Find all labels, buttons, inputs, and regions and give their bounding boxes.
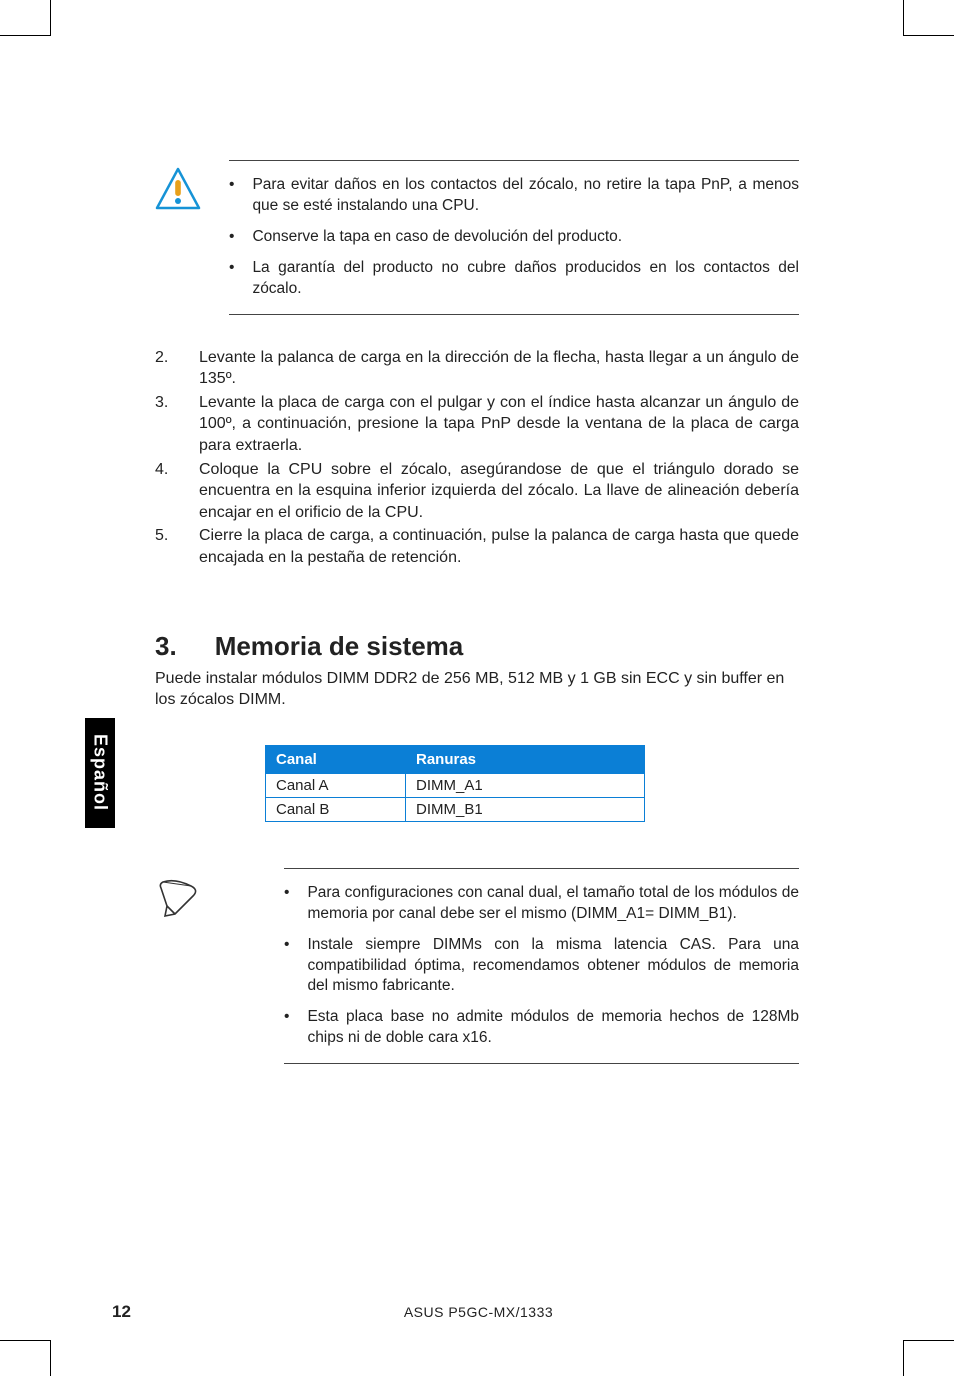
table-row: Canal B DIMM_B1 [266, 797, 645, 821]
step-item: 2.Levante la palanca de carga en la dire… [155, 347, 799, 390]
crop-mark [50, 1340, 51, 1376]
note-icon [155, 874, 201, 920]
step-item: 5.Cierre la placa de carga, a continuaci… [155, 525, 799, 568]
caution-list: •Para evitar daños en los contactos del … [229, 175, 799, 300]
crop-mark [904, 35, 954, 36]
dimm-table: Canal Ranuras Canal A DIMM_A1 Canal B DI… [265, 745, 645, 822]
caution-callout: •Para evitar daños en los contactos del … [155, 160, 799, 315]
language-tab: Español [85, 718, 115, 828]
step-item: 3.Levante la placa de carga con el pulga… [155, 392, 799, 457]
page-number: 12 [112, 1302, 158, 1322]
table-cell: Canal B [266, 797, 406, 821]
table-cell: DIMM_B1 [406, 797, 645, 821]
section-title: Memoria de sistema [215, 631, 464, 662]
page: Español •Para evitar daños en los contac… [0, 0, 954, 1376]
caution-item: •La garantía del producto no cubre daños… [229, 258, 799, 300]
table-cell: DIMM_A1 [406, 773, 645, 797]
caution-item: •Para evitar daños en los contactos del … [229, 175, 799, 217]
crop-mark [0, 1340, 50, 1341]
table-row: Canal A DIMM_A1 [266, 773, 645, 797]
note-item: •Instale siempre DIMMs con la misma late… [284, 935, 799, 998]
section-intro: Puede instalar módulos DIMM DDR2 de 256 … [155, 668, 799, 711]
step-item: 4.Coloque la CPU sobre el zócalo, asegúr… [155, 459, 799, 524]
note-item: •Esta placa base no admite módulos de me… [284, 1007, 799, 1049]
footer-model: ASUS P5GC-MX/1333 [158, 1304, 799, 1320]
step-list: 2.Levante la palanca de carga en la dire… [155, 347, 799, 569]
note-item: •Para configuraciones con canal dual, el… [284, 883, 799, 925]
note-callout: •Para configuraciones con canal dual, el… [155, 868, 799, 1064]
content-area: •Para evitar daños en los contactos del … [155, 160, 799, 1276]
crop-mark [904, 1340, 954, 1341]
caution-icon [155, 166, 201, 212]
table-cell: Canal A [266, 773, 406, 797]
crop-mark [903, 1340, 904, 1376]
crop-mark [0, 35, 50, 36]
caution-item: •Conserve la tapa en caso de devolución … [229, 227, 799, 248]
note-list: •Para configuraciones con canal dual, el… [284, 883, 799, 1049]
table-header: Ranuras [406, 745, 645, 773]
page-footer: 12 ASUS P5GC-MX/1333 [112, 1302, 799, 1322]
crop-mark [50, 0, 51, 36]
table-header: Canal [266, 745, 406, 773]
section-heading: 3. Memoria de sistema [155, 631, 799, 662]
section-number: 3. [155, 631, 177, 662]
crop-mark [903, 0, 904, 36]
